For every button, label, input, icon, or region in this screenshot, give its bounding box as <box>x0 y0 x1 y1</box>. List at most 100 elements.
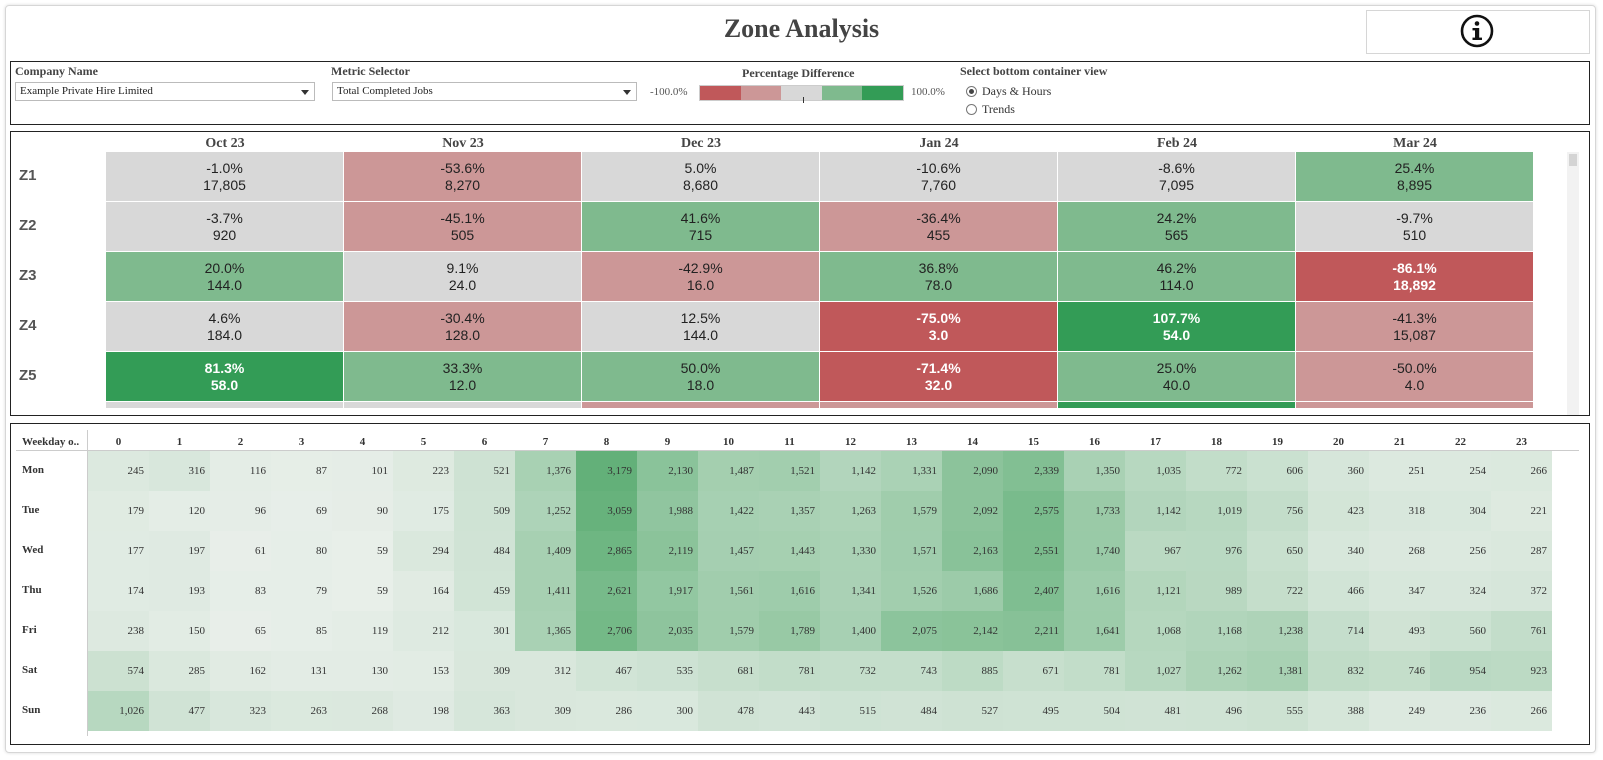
heatmap-cell[interactable]: 2,075 <box>881 611 942 651</box>
heatmap-cell[interactable]: 650 <box>1247 531 1308 571</box>
heatmap-cell[interactable]: 212 <box>393 611 454 651</box>
heatmap-cell[interactable]: 2,621 <box>576 571 637 611</box>
heatmap-cell[interactable]: 85 <box>271 611 332 651</box>
heatmap-cell[interactable]: 287 <box>1491 531 1552 571</box>
zone-cell[interactable]: -36.4% 455 <box>820 202 1057 251</box>
heatmap-cell[interactable]: 521 <box>454 451 515 491</box>
heatmap-cell[interactable]: 309 <box>515 691 576 731</box>
heatmap-cell[interactable]: 743 <box>881 651 942 691</box>
heatmap-cell[interactable]: 1,561 <box>698 571 759 611</box>
company-select[interactable]: Example Private Hire Limited <box>15 82 315 101</box>
zone-cell[interactable]: -42.9% 16.0 <box>582 252 819 301</box>
heatmap-cell[interactable]: 2,130 <box>637 451 698 491</box>
radio-days-hours[interactable]: Days & Hours <box>966 84 1051 99</box>
heatmap-cell[interactable]: 340 <box>1308 531 1369 571</box>
zone-cell[interactable]: 5.0% 8,680 <box>582 152 819 201</box>
heatmap-cell[interactable]: 388 <box>1308 691 1369 731</box>
heatmap-cell[interactable]: 1,789 <box>759 611 820 651</box>
heatmap-cell[interactable]: 535 <box>637 651 698 691</box>
heatmap-cell[interactable]: 3,179 <box>576 451 637 491</box>
heatmap-cell[interactable]: 83 <box>210 571 271 611</box>
heatmap-cell[interactable]: 318 <box>1369 491 1430 531</box>
heatmap-cell[interactable]: 1,409 <box>515 531 576 571</box>
heatmap-cell[interactable]: 515 <box>820 691 881 731</box>
heatmap-cell[interactable]: 1,252 <box>515 491 576 531</box>
heatmap-cell[interactable]: 65 <box>210 611 271 651</box>
zone-cell[interactable]: -3.7% 920 <box>106 202 343 251</box>
heatmap-cell[interactable]: 2,092 <box>942 491 1003 531</box>
heatmap-cell[interactable]: 467 <box>576 651 637 691</box>
heatmap-cell[interactable]: 555 <box>1247 691 1308 731</box>
heatmap-cell[interactable]: 1,121 <box>1125 571 1186 611</box>
heatmap-cell[interactable]: 2,407 <box>1003 571 1064 611</box>
zone-cell[interactable]: -9.7% 510 <box>1296 202 1533 251</box>
heatmap-cell[interactable]: 131 <box>271 651 332 691</box>
heatmap-cell[interactable]: 69 <box>271 491 332 531</box>
heatmap-cell[interactable]: 96 <box>210 491 271 531</box>
zone-cell[interactable]: -41.3% 15,087 <box>1296 302 1533 351</box>
heatmap-cell[interactable]: 1,571 <box>881 531 942 571</box>
heatmap-cell[interactable]: 722 <box>1247 571 1308 611</box>
heatmap-cell[interactable]: 1,686 <box>942 571 1003 611</box>
zone-cell[interactable]: 9.1% 24.0 <box>344 252 581 301</box>
heatmap-cell[interactable]: 1,616 <box>759 571 820 611</box>
heatmap-cell[interactable]: 1,026 <box>88 691 149 731</box>
heatmap-cell[interactable]: 175 <box>393 491 454 531</box>
zone-cell[interactable]: 107.7% 54.0 <box>1058 302 1295 351</box>
heatmap-cell[interactable]: 87 <box>271 451 332 491</box>
heatmap-cell[interactable]: 59 <box>332 531 393 571</box>
heatmap-cell[interactable]: 150 <box>149 611 210 651</box>
heatmap-cell[interactable]: 606 <box>1247 451 1308 491</box>
heatmap-cell[interactable]: 256 <box>1430 531 1491 571</box>
heatmap-cell[interactable]: 756 <box>1247 491 1308 531</box>
heatmap-cell[interactable]: 116 <box>210 451 271 491</box>
heatmap-cell[interactable]: 363 <box>454 691 515 731</box>
zone-cell[interactable]: 12.5% 144.0 <box>582 302 819 351</box>
zone-cell[interactable]: 24.2% 565 <box>1058 202 1295 251</box>
heatmap-cell[interactable]: 1,027 <box>1125 651 1186 691</box>
heatmap-cell[interactable]: 316 <box>149 451 210 491</box>
heatmap-cell[interactable]: 266 <box>1491 451 1552 491</box>
heatmap-cell[interactable]: 1,733 <box>1064 491 1125 531</box>
heatmap-cell[interactable]: 443 <box>759 691 820 731</box>
heatmap-cell[interactable]: 119 <box>332 611 393 651</box>
heatmap-cell[interactable]: 266 <box>1491 691 1552 731</box>
zone-cell[interactable]: 36.8% 78.0 <box>820 252 1057 301</box>
heatmap-cell[interactable]: 245 <box>88 451 149 491</box>
heatmap-cell[interactable]: 1,365 <box>515 611 576 651</box>
heatmap-cell[interactable]: 174 <box>88 571 149 611</box>
info-icon[interactable] <box>1460 14 1494 48</box>
zone-cell[interactable]: 50.0% 18.0 <box>582 352 819 401</box>
heatmap-cell[interactable]: 2,035 <box>637 611 698 651</box>
heatmap-cell[interactable]: 304 <box>1430 491 1491 531</box>
heatmap-cell[interactable]: 967 <box>1125 531 1186 571</box>
heatmap-cell[interactable]: 954 <box>1430 651 1491 691</box>
heatmap-cell[interactable]: 1,443 <box>759 531 820 571</box>
heatmap-cell[interactable]: 1,238 <box>1247 611 1308 651</box>
heatmap-cell[interactable]: 238 <box>88 611 149 651</box>
heatmap-cell[interactable]: 164 <box>393 571 454 611</box>
heatmap-cell[interactable]: 1,142 <box>820 451 881 491</box>
zone-scrollbar[interactable] <box>1567 152 1579 415</box>
heatmap-cell[interactable]: 2,163 <box>942 531 1003 571</box>
heatmap-cell[interactable]: 1,616 <box>1064 571 1125 611</box>
heatmap-cell[interactable]: 2,119 <box>637 531 698 571</box>
zone-cell[interactable]: -30.4% 128.0 <box>344 302 581 351</box>
heatmap-cell[interactable]: 1,357 <box>759 491 820 531</box>
zone-cell[interactable]: -10.6% 7,760 <box>820 152 1057 201</box>
heatmap-cell[interactable]: 1,263 <box>820 491 881 531</box>
heatmap-cell[interactable]: 671 <box>1003 651 1064 691</box>
heatmap-cell[interactable]: 527 <box>942 691 1003 731</box>
heatmap-cell[interactable]: 251 <box>1369 451 1430 491</box>
heatmap-cell[interactable]: 1,641 <box>1064 611 1125 651</box>
heatmap-cell[interactable]: 1,487 <box>698 451 759 491</box>
heatmap-cell[interactable]: 560 <box>1430 611 1491 651</box>
heatmap-cell[interactable]: 459 <box>454 571 515 611</box>
heatmap-cell[interactable]: 177 <box>88 531 149 571</box>
heatmap-cell[interactable]: 1,457 <box>698 531 759 571</box>
heatmap-cell[interactable]: 504 <box>1064 691 1125 731</box>
heatmap-cell[interactable]: 198 <box>393 691 454 731</box>
heatmap-cell[interactable]: 1,019 <box>1186 491 1247 531</box>
heatmap-cell[interactable]: 495 <box>1003 691 1064 731</box>
heatmap-cell[interactable]: 153 <box>393 651 454 691</box>
